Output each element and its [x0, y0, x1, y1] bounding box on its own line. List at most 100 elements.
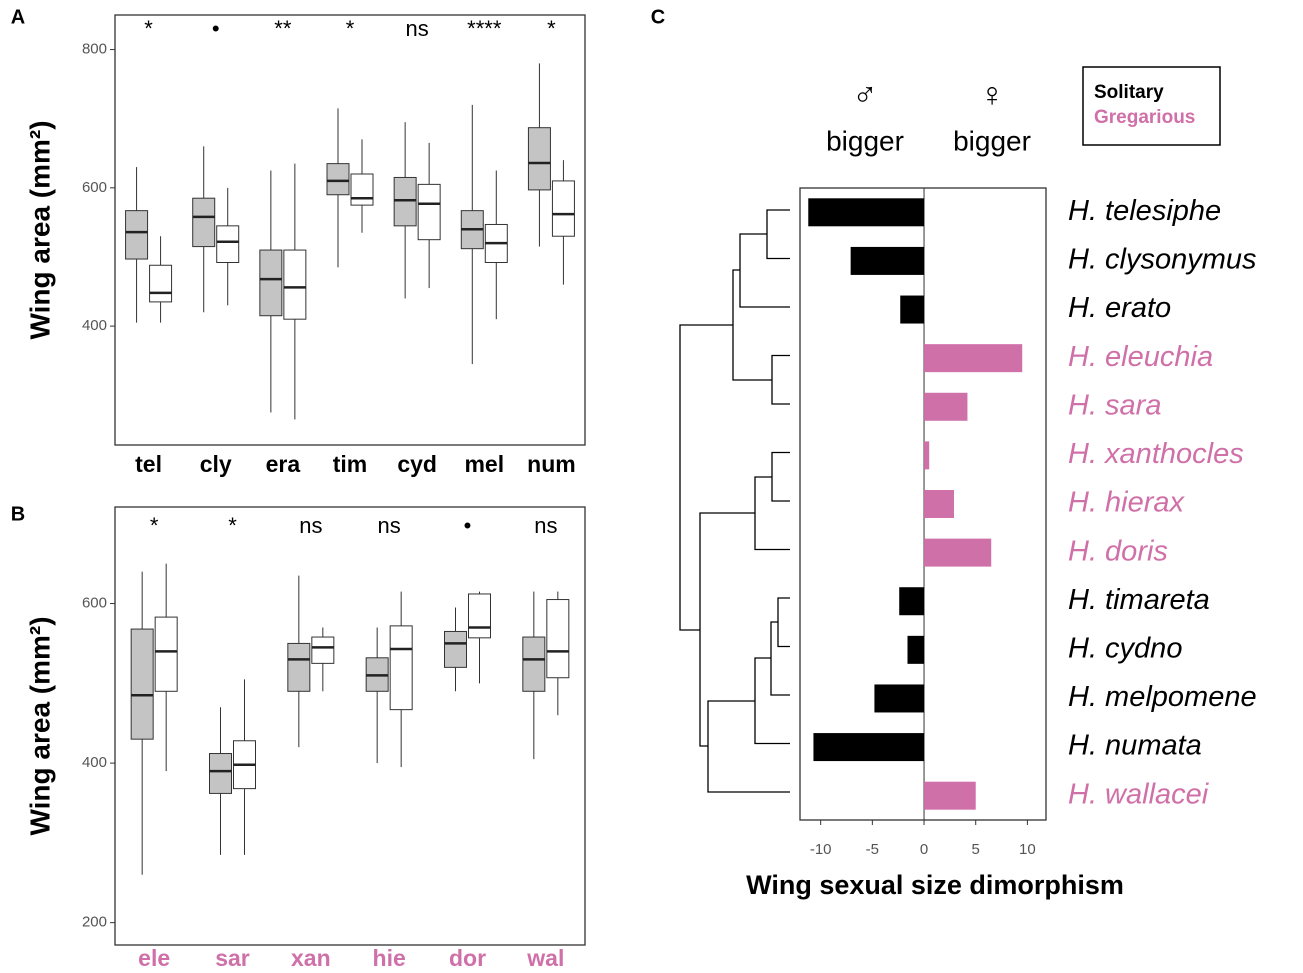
bar — [924, 490, 955, 518]
species-label: H. hierax — [1068, 487, 1186, 519]
box — [551, 180, 575, 237]
x-tick-label: 10 — [1019, 841, 1036, 858]
bar — [924, 392, 968, 421]
plot-frame — [114, 506, 586, 946]
bar — [924, 344, 1023, 373]
species-label: H. erato — [1068, 292, 1171, 324]
significance: * — [150, 513, 159, 538]
box — [209, 753, 232, 794]
y-tick-label: 600 — [82, 595, 107, 612]
x-tick-label: 5 — [972, 841, 980, 858]
y-tick-label: 400 — [82, 317, 107, 334]
x-tick-label: -10 — [810, 841, 832, 858]
bar — [874, 684, 925, 713]
box — [393, 176, 417, 227]
species-label: H. doris — [1068, 535, 1168, 567]
box — [259, 249, 283, 317]
legend-entry: Gregarious — [1094, 107, 1195, 128]
box — [283, 249, 307, 320]
species-label: H. wallacei — [1068, 778, 1210, 810]
box — [130, 628, 154, 740]
y-tick-label: 400 — [82, 754, 107, 771]
box — [192, 197, 216, 248]
bar — [924, 538, 992, 567]
x-tick-label: tim — [333, 451, 368, 477]
header: bigger — [953, 125, 1031, 156]
species-label: H. xanthocles — [1068, 438, 1244, 470]
x-axis-label: Wing sexual size dimorphism — [746, 870, 1124, 900]
y-axis-label: Wing area (mm²) — [24, 616, 55, 835]
box — [417, 183, 441, 241]
y-axis-label: Wing area (mm²) — [24, 120, 55, 339]
x-tick-label: mel — [464, 451, 504, 477]
bar — [900, 295, 925, 324]
box — [311, 636, 335, 664]
panel-letter: C — [651, 6, 665, 28]
bar — [907, 635, 925, 664]
significance: * — [346, 16, 355, 41]
x-tick-label: dor — [449, 945, 486, 971]
panel-letter: A — [11, 6, 25, 28]
box — [444, 630, 467, 668]
significance: * — [547, 16, 556, 41]
x-tick-label: 0 — [920, 841, 928, 858]
significance: ** — [274, 16, 292, 41]
y-tick-label: 600 — [82, 179, 107, 196]
legend-box — [1082, 66, 1221, 146]
species-label: H. melpomene — [1068, 681, 1257, 713]
box — [468, 593, 491, 639]
significance: ns — [378, 513, 401, 538]
x-tick-label: tel — [135, 451, 162, 477]
bar — [813, 733, 925, 762]
significance: ns — [406, 16, 429, 41]
significance: * — [228, 513, 237, 538]
dendrogram — [679, 209, 790, 793]
box — [154, 616, 178, 692]
significance: • — [212, 16, 220, 41]
significance: * — [144, 16, 153, 41]
box — [527, 127, 551, 191]
box — [125, 210, 149, 260]
x-tick-label: hie — [373, 945, 406, 971]
y-tick-label: 200 — [82, 914, 107, 931]
plot-frame — [114, 14, 586, 446]
significance: **** — [467, 16, 502, 41]
x-tick-label: sar — [215, 945, 250, 971]
box — [149, 264, 173, 303]
bar — [850, 246, 925, 275]
x-tick-label: wal — [526, 945, 564, 971]
header: ♀ — [979, 76, 1005, 114]
box — [350, 173, 374, 206]
y-tick-label: 800 — [82, 41, 107, 58]
species-label: H. clysonymus — [1068, 244, 1257, 276]
species-label: H. telesiphe — [1068, 195, 1221, 227]
species-label: H. sara — [1068, 389, 1161, 421]
x-tick-label: era — [266, 451, 301, 477]
significance: ns — [299, 513, 322, 538]
species-label: H. cydno — [1068, 633, 1182, 665]
panel-letter: B — [11, 503, 25, 525]
species-label: H. numata — [1068, 730, 1202, 762]
significance: • — [464, 513, 472, 538]
significance: ns — [534, 513, 557, 538]
x-tick-label: cyd — [397, 451, 437, 477]
box — [546, 599, 570, 679]
x-tick-label: xan — [291, 945, 331, 971]
legend-entry: Solitary — [1094, 82, 1164, 103]
box — [326, 163, 350, 196]
header: ♂ — [852, 76, 878, 114]
x-tick-label: num — [527, 451, 576, 477]
species-label: H. timareta — [1068, 584, 1210, 616]
box — [287, 642, 311, 692]
box — [216, 225, 240, 263]
plot-frame — [799, 187, 1047, 821]
bar — [924, 781, 976, 810]
box — [389, 625, 413, 711]
x-tick-label: ele — [138, 945, 170, 971]
bar — [899, 587, 925, 616]
bar — [924, 441, 930, 470]
species-label: H. eleuchia — [1068, 341, 1213, 373]
box — [522, 636, 546, 692]
bar — [808, 198, 925, 227]
